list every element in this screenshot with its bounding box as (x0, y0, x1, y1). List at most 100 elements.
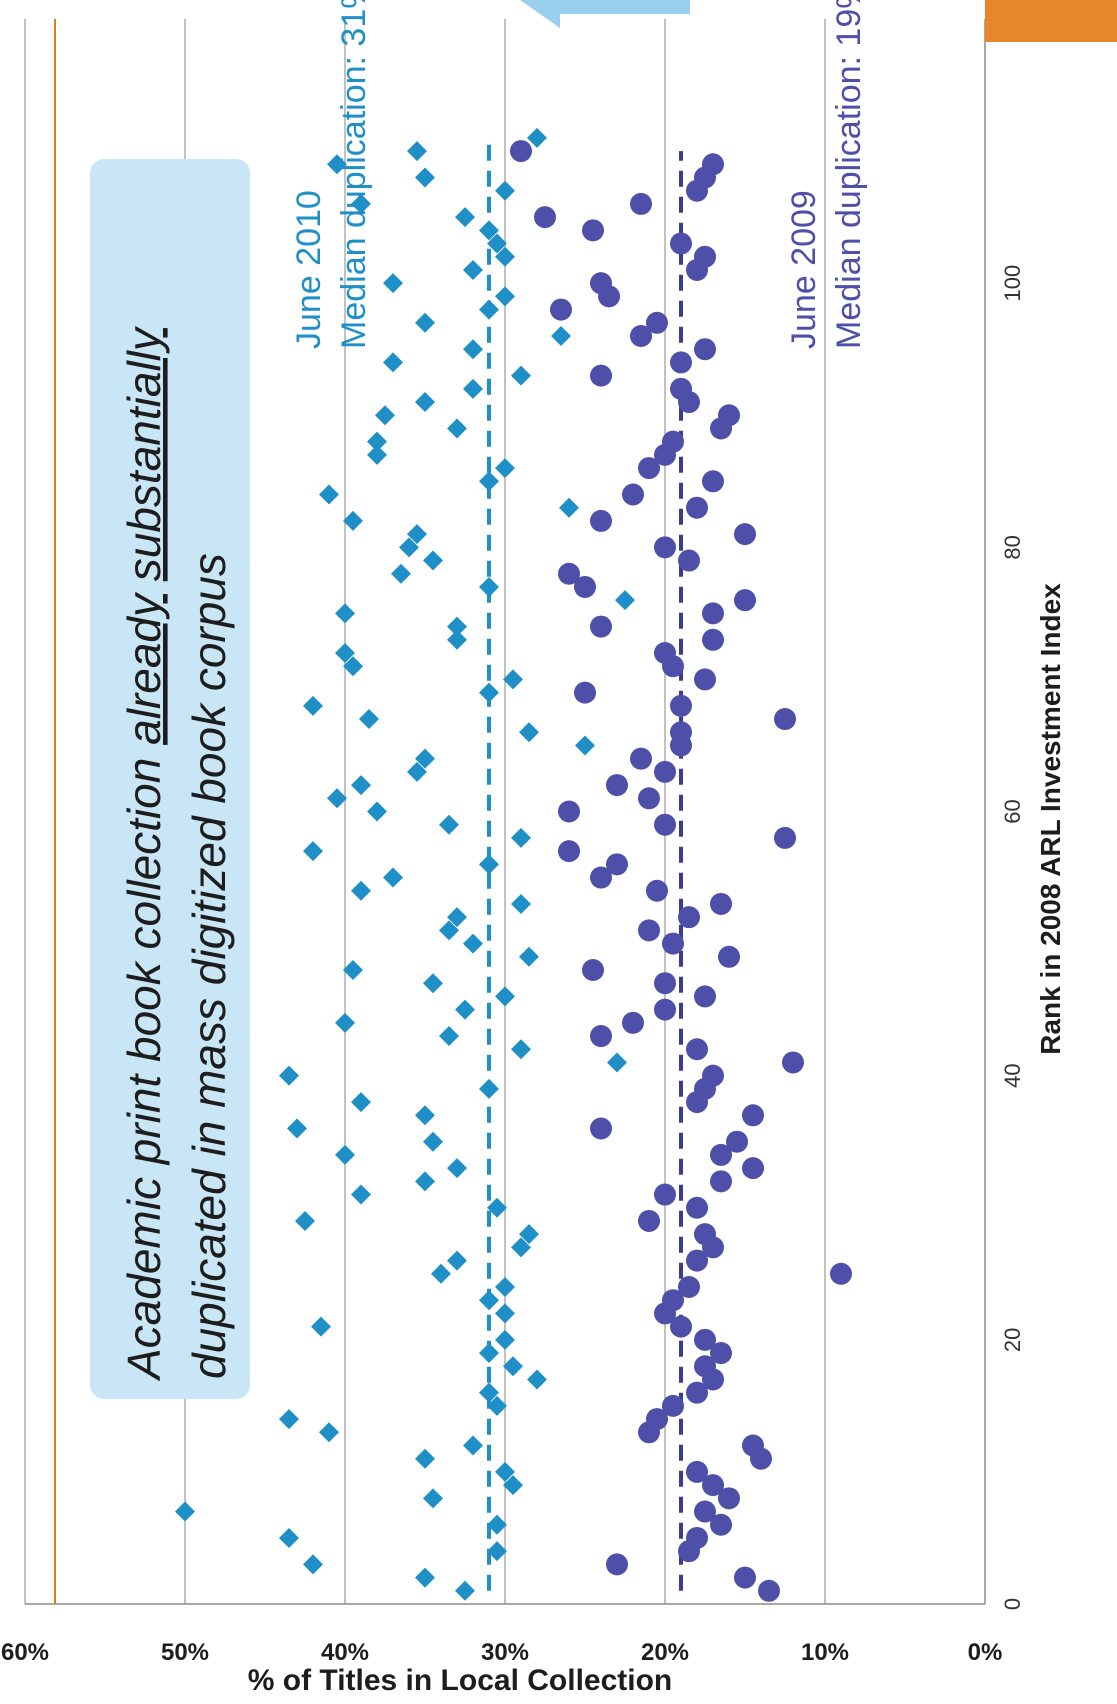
point-june-2009-84 (702, 470, 724, 493)
point-june-2009-39 (702, 1064, 724, 1087)
point-june-2009-45 (694, 985, 716, 1008)
point-june-2009-14 (662, 1394, 684, 1417)
point-june-2010-64 (575, 735, 595, 756)
point-june-2010-18 (479, 1343, 499, 1364)
point-june-2009-28 (638, 1209, 660, 1232)
point-june-2010-41 (511, 1039, 531, 1060)
point-june-2010-10 (415, 1448, 435, 1469)
point-june-2010-93 (383, 352, 403, 373)
point-june-2009-1 (734, 1566, 756, 1589)
point-june-2010-47 (343, 960, 363, 980)
y-tick-label-1: 10% (801, 1639, 849, 1666)
point-june-2009-94 (694, 338, 716, 361)
point-june-2009-13 (646, 1408, 668, 1431)
point-june-2009-42 (590, 1025, 612, 1048)
point-june-2010-88 (447, 418, 467, 439)
point-june-2009-105 (630, 192, 652, 215)
point-june-2009-22 (662, 1289, 684, 1312)
point-june-2010-15 (479, 1382, 499, 1403)
point-june-2010-76 (479, 576, 499, 597)
point-june-2009-74 (702, 602, 724, 625)
point-june-2010-25 (447, 1250, 467, 1271)
point-june-2009-95 (630, 325, 652, 347)
point-june-2009-57 (774, 826, 796, 849)
point-june-2009-68 (574, 681, 596, 704)
point-june-2009-25 (686, 1249, 708, 1272)
point-june-2009-97 (550, 298, 572, 321)
point-june-2010-99 (383, 273, 403, 294)
point-june-2009-30 (654, 1183, 676, 1206)
point-june-2009-78 (678, 549, 700, 572)
point-june-2009-20 (670, 1315, 692, 1338)
point-june-2009-91 (670, 377, 692, 400)
y-tick-label-4: 40% (321, 1639, 369, 1666)
point-june-2010-90 (415, 392, 435, 413)
point-june-2009-50 (638, 919, 660, 942)
point-june-2009-82 (686, 496, 708, 519)
point-june-2009-58 (654, 813, 676, 836)
point-june-2009-29 (686, 1196, 708, 1219)
x-tick-label-3: 60 (1000, 799, 1025, 823)
point-june-2010-55 (479, 854, 499, 875)
y-tick-labels: 0% 10% 20% 30% 40% 50% 60% (1, 1639, 1002, 1666)
point-june-2010-22 (479, 1290, 499, 1311)
point-june-2010-66 (359, 709, 379, 730)
point-june-2010-79 (399, 537, 419, 558)
point-june-2010-109 (407, 141, 427, 162)
point-june-2009-96 (646, 311, 668, 334)
point-june-2010-75 (615, 590, 635, 611)
point-june-2010-74 (335, 603, 355, 624)
point-june-2010-85 (495, 458, 515, 479)
point-june-2010-94 (463, 339, 483, 360)
point-june-2010-104 (455, 207, 475, 228)
x-axis-label: Rank in 2008 ARL Investment Index (1035, 583, 1066, 1055)
point-june-2009-11 (742, 1434, 764, 1457)
point-june-2010-5 (487, 1514, 507, 1535)
point-june-2009-76 (574, 575, 596, 598)
point-june-2010-110 (527, 127, 547, 148)
point-june-2009-103 (582, 219, 604, 242)
point-june-2009-77 (558, 562, 580, 585)
point-june-2009-18 (710, 1342, 732, 1365)
title-banner (90, 159, 250, 1399)
point-june-2009-83 (622, 483, 644, 506)
point-june-2010-2 (303, 1554, 323, 1575)
point-june-2010-73 (447, 616, 467, 637)
point-june-2009-41 (686, 1038, 708, 1061)
point-june-2010-95 (551, 326, 571, 346)
point-june-2010-12 (319, 1422, 339, 1443)
point-june-2009-101 (694, 245, 716, 268)
y-tick-label-6: 60% (1, 1639, 49, 1666)
y-tick-label-2: 20% (641, 1639, 689, 1666)
point-june-2009-53 (646, 879, 668, 902)
point-june-2010-34 (423, 1131, 443, 1152)
data-points (175, 127, 852, 1602)
point-june-2010-17 (503, 1356, 523, 1377)
point-june-2009-108 (702, 153, 724, 176)
point-june-2010-39 (279, 1065, 299, 1086)
point-june-2009-75 (734, 589, 756, 612)
point-june-2010-45 (495, 986, 515, 1007)
point-june-2010-106 (495, 180, 515, 201)
point-june-2009-60 (638, 787, 660, 810)
point-june-2010-29 (487, 1197, 507, 1218)
point-june-2009-54 (590, 866, 612, 889)
point-june-2010-43 (335, 1012, 355, 1033)
point-june-2009-71 (654, 642, 676, 664)
point-june-2010-20 (311, 1316, 331, 1337)
point-june-2010-8 (503, 1475, 523, 1496)
point-june-2009-33 (710, 1143, 732, 1166)
point-june-2010-108 (327, 154, 347, 175)
point-june-2010-3 (487, 1541, 507, 1562)
annotation-2009-label: June 2009 (785, 190, 823, 349)
point-june-2010-65 (519, 722, 539, 743)
point-june-2010-24 (431, 1263, 451, 1284)
point-june-2010-38 (479, 1078, 499, 1099)
point-june-2010-69 (503, 669, 523, 690)
logo-decoration (985, 0, 1117, 42)
point-june-2010-98 (495, 286, 515, 307)
title-part-4: substantially (118, 325, 170, 581)
point-june-2010-60 (327, 788, 347, 809)
annotation-2010-label: June 2010 (290, 190, 328, 349)
